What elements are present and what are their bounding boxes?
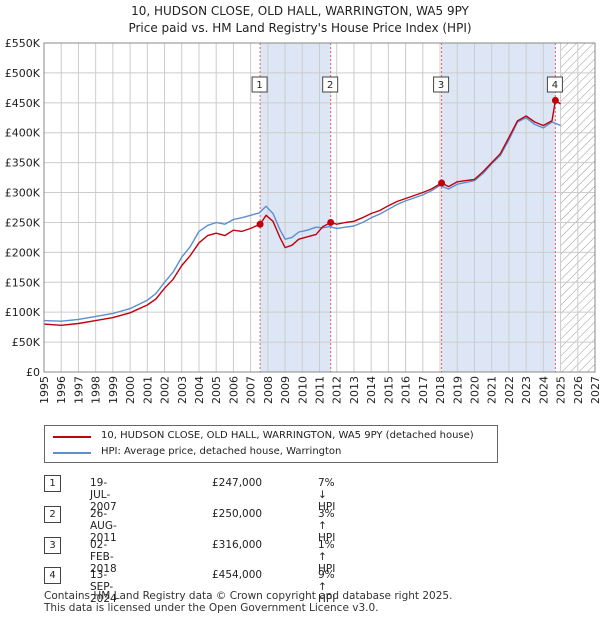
x-tick-label: 2023	[520, 376, 533, 404]
shaded-period	[260, 43, 331, 372]
x-tick-label: 2011	[314, 376, 327, 404]
chart-title: 10, HUDSON CLOSE, OLD HALL, WARRINGTON, …	[131, 4, 469, 18]
transaction-date: 26-AUG-2011	[90, 508, 117, 544]
x-tick-label: 2006	[227, 376, 240, 404]
x-tick-label: 2016	[400, 376, 413, 404]
x-tick-label: 2009	[279, 376, 292, 404]
chart-subtitle: Price paid vs. HM Land Registry's House …	[128, 21, 472, 35]
transaction-number: 4	[44, 567, 61, 584]
y-tick-label: £100K	[5, 306, 41, 319]
y-tick-label: £350K	[5, 157, 41, 170]
x-tick-label: 2019	[451, 376, 464, 404]
footer-copyright: Contains HM Land Registry data © Crown c…	[44, 590, 453, 602]
x-tick-label: 2024	[537, 376, 550, 404]
sale-label: 3	[438, 80, 444, 91]
x-tick-label: 2015	[382, 376, 395, 404]
x-tick-label: 2027	[589, 376, 600, 404]
y-tick-label: £200K	[5, 246, 41, 259]
y-tick-label: £400K	[5, 127, 41, 140]
plot-border	[43, 42, 596, 373]
x-tick-label: 2014	[365, 376, 378, 404]
hpi-line	[44, 117, 561, 322]
x-tick-label: 1997	[72, 376, 85, 404]
transaction-hpi: 7% ↓ HPI	[318, 477, 336, 513]
price-chart: 1 2 3 4 £0 £50K £100K £150K £200K £250K £300K £350K…	[5, 37, 600, 404]
y-tick-label: £300K	[5, 187, 41, 200]
x-tick-label: 2017	[417, 376, 430, 404]
x-tick-label: 1998	[90, 376, 103, 404]
transaction-price: £316,000	[212, 539, 263, 551]
x-tick-label: 2013	[348, 376, 361, 404]
property-price-line	[44, 99, 561, 326]
x-tick-label: 2000	[124, 376, 137, 404]
transaction-number: 2	[44, 506, 61, 523]
x-tick-label: 2018	[434, 376, 447, 404]
x-tick-label: 2001	[141, 376, 154, 404]
sale-label-box	[546, 76, 563, 93]
sale-label-box	[433, 76, 450, 93]
transaction-number: 1	[44, 475, 61, 492]
y-tick-label: £550K	[5, 37, 41, 50]
sale-label: 2	[327, 80, 333, 91]
sale-point	[327, 218, 335, 226]
transaction-number: 3	[44, 537, 61, 554]
x-tick-label: 2021	[486, 376, 499, 404]
sale-label: 4	[552, 80, 558, 91]
x-tick-label: 2010	[296, 376, 309, 404]
transaction-hpi: 3% ↑ HPI	[318, 508, 336, 544]
sale-point	[438, 179, 446, 187]
legend-label-hpi: HPI: Average price, detached house, Warr…	[101, 446, 342, 457]
transaction-price: £454,000	[212, 569, 263, 581]
x-tick-label: 2025	[555, 376, 568, 404]
transaction-price: £247,000	[212, 477, 263, 489]
sale-label-box	[251, 76, 268, 93]
transaction-date: 02-FEB-2018	[90, 539, 117, 575]
sale-point	[256, 220, 264, 228]
x-tick-label: 2026	[572, 376, 585, 404]
x-tick-label: 2004	[193, 376, 206, 404]
x-tick-label: 1999	[107, 376, 120, 404]
x-tick-label: 2012	[331, 376, 344, 404]
transaction-date: 13-SEP-2024	[90, 569, 117, 605]
x-tick-label: 1996	[55, 376, 68, 404]
transaction-price: £250,000	[212, 508, 263, 520]
y-tick-label: £50K	[12, 336, 41, 349]
x-tick-label: 2022	[503, 376, 516, 404]
transaction-hpi: 9% ↑ HPI	[318, 569, 336, 605]
y-tick-label: £250K	[5, 216, 41, 229]
y-tick-label: £500K	[5, 67, 41, 80]
x-tick-label: 2007	[245, 376, 258, 404]
footer-licence: This data is licensed under the Open Gov…	[44, 602, 379, 614]
x-tick-label: 2008	[262, 376, 275, 404]
sale-point	[551, 96, 559, 104]
legend-swatch-property	[53, 436, 91, 438]
transaction-date: 19-JUL-2007	[90, 477, 117, 513]
sale-label: 1	[256, 80, 262, 91]
legend-label-property: 10, HUDSON CLOSE, OLD HALL, WARRINGTON, …	[101, 430, 474, 441]
series-group	[44, 99, 561, 326]
y-tick-label: £0	[26, 366, 40, 379]
y-tick-label: £150K	[5, 276, 41, 289]
shaded-period	[441, 43, 556, 372]
legend: 10, HUDSON CLOSE, OLD HALL, WARRINGTON, …	[44, 425, 498, 463]
x-tick-label: 2003	[176, 376, 189, 404]
legend-swatch-hpi	[53, 452, 91, 454]
transaction-hpi: 1% ↑ HPI	[318, 539, 336, 575]
x-tick-label: 2020	[468, 376, 481, 404]
x-tick-label: 2005	[210, 376, 223, 404]
x-tick-label: 1995	[38, 376, 51, 404]
x-tick-label: 2002	[159, 376, 172, 404]
y-tick-label: £450K	[5, 97, 41, 110]
sale-label-box	[322, 76, 339, 93]
